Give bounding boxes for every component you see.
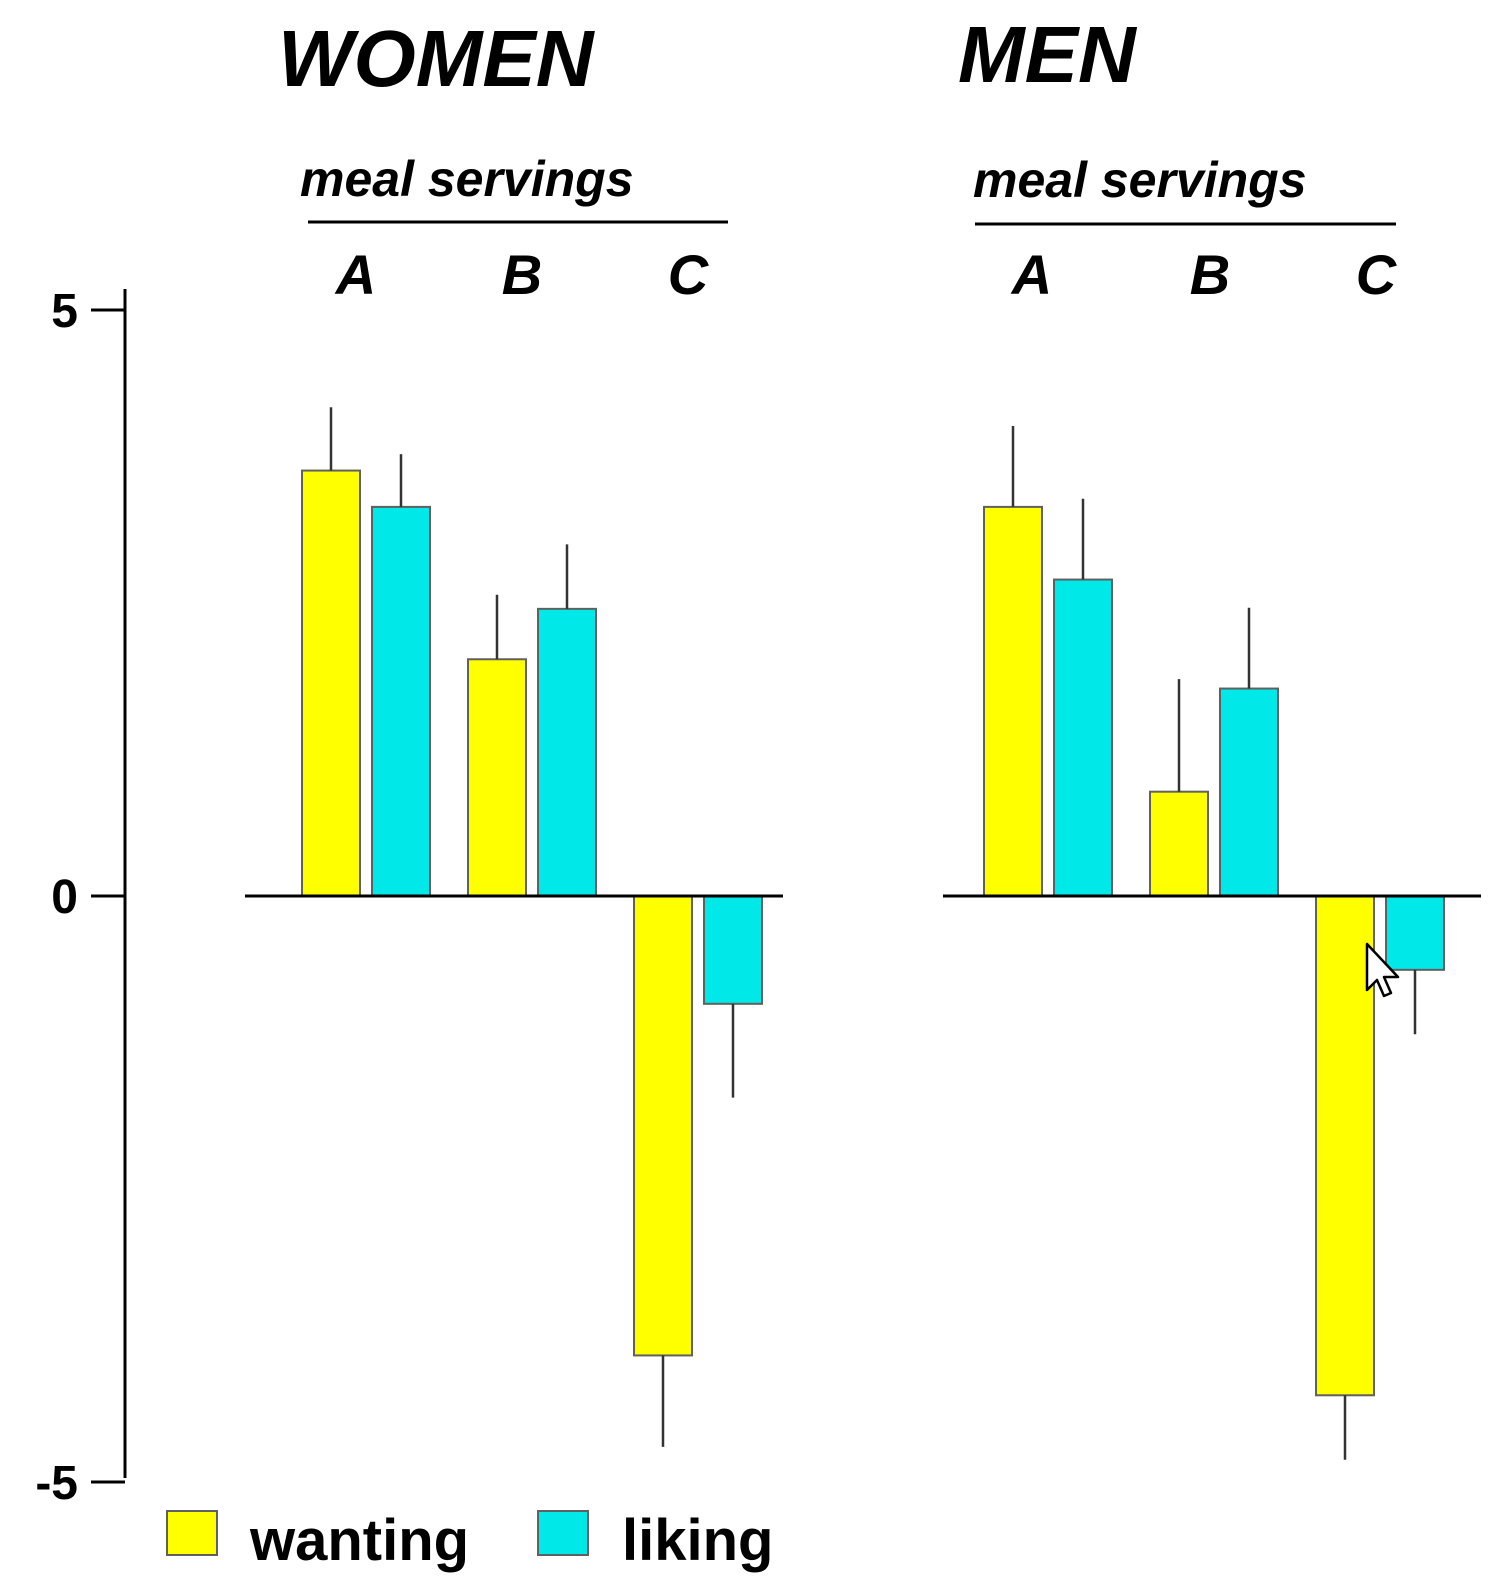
panel-title-men: MEN [958, 10, 1138, 99]
bar-women-c-wanting [633, 895, 693, 1357]
legend-label-wanting: wanting [249, 1508, 469, 1573]
bar-men-b-wanting [1149, 790, 1209, 898]
bar-women-a-liking [371, 505, 431, 897]
y-tick-label: -5 [35, 1457, 78, 1510]
panel-subtitle-women: meal servings [300, 151, 634, 207]
category-label-men-b: B [1190, 243, 1230, 306]
panel-title-women: WOMEN [278, 14, 596, 103]
category-label-men-c: C [1356, 243, 1398, 306]
bar-men-c-liking [1385, 895, 1445, 971]
bar-men-c-wanting [1315, 895, 1375, 1397]
bar-men-a-wanting [983, 505, 1043, 897]
legend-label-liking: liking [622, 1508, 773, 1573]
y-tick-label: 0 [51, 871, 78, 924]
bar-women-a-wanting [301, 469, 361, 897]
bar-men-b-liking [1219, 687, 1279, 898]
bar-women-b-wanting [467, 658, 527, 897]
panel-men: MEN meal servings A B C [943, 10, 1481, 1460]
legend-swatch-liking [537, 1510, 589, 1556]
legend: wanting liking [166, 1508, 773, 1573]
panel-women: WOMEN meal servings A B C [245, 14, 783, 1447]
bar-men-a-liking [1053, 578, 1113, 897]
y-tick-label: 5 [51, 285, 78, 338]
category-label-women-c: C [668, 243, 710, 306]
bar-women-c-liking [703, 895, 763, 1005]
y-axis: 5 0 -5 [35, 285, 127, 1510]
category-label-women-a: A [334, 243, 376, 306]
panel-subtitle-men: meal servings [973, 152, 1307, 208]
legend-swatch-wanting [166, 1510, 218, 1556]
category-label-men-a: A [1010, 243, 1052, 306]
category-label-women-b: B [502, 243, 542, 306]
mouse-cursor-icon [1365, 942, 1400, 998]
bar-women-b-liking [537, 607, 597, 897]
